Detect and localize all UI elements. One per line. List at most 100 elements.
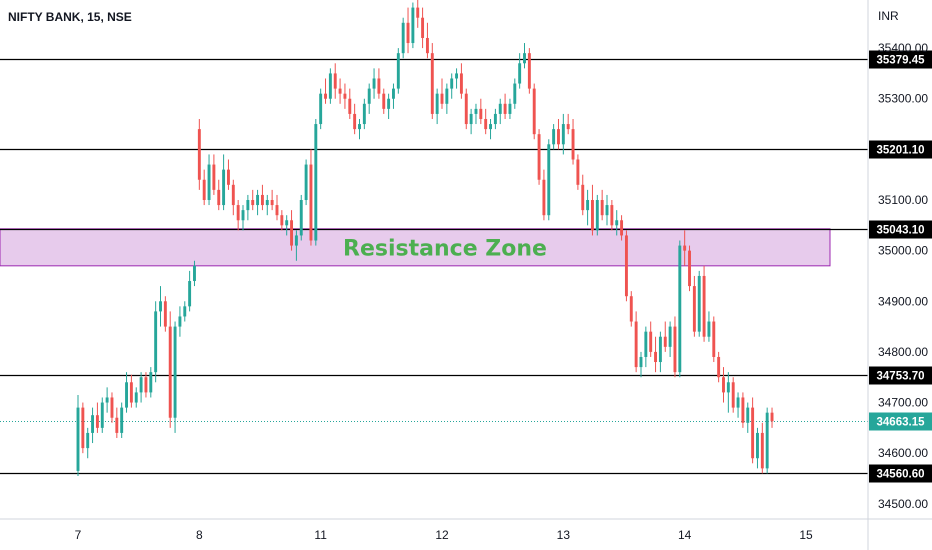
candle [251,189,255,211]
candle-body [595,200,599,231]
candle-body [343,93,347,99]
candle-body [425,37,429,54]
candle-body [129,382,133,403]
candle [620,215,624,241]
candle [527,48,531,94]
candle [421,7,425,49]
candle [290,210,294,251]
candle [678,240,682,378]
candle [120,402,124,438]
candle-body [445,88,449,104]
candle-body [479,108,483,119]
candle-body [367,88,371,104]
candle-body [421,17,425,38]
candle-body [513,83,517,104]
candle [503,93,507,119]
candle-body [765,412,769,469]
candle [343,83,347,109]
candle [440,78,444,109]
candle [265,194,269,216]
candle [537,129,541,185]
candle-body [644,331,648,357]
candle [692,275,696,337]
candle-body [668,326,672,347]
price-tick-label: 35300.00 [878,92,928,106]
candle-body [722,377,725,393]
candle [304,159,308,206]
candle-body [610,205,614,226]
candle [484,108,488,135]
time-tick-label: 13 [557,528,571,542]
time-tick-label: 15 [799,528,813,542]
candle-body [309,164,313,241]
candle [649,321,653,357]
candle-body [193,265,196,282]
candle [673,316,677,378]
candle-body [600,200,604,216]
candle-body [222,169,226,206]
candle-body [392,88,395,99]
candle [445,83,449,114]
candle [401,17,405,59]
price-axis[interactable]: 34500.00 34600.00 34700.00 34800.00 34900.00… [867,0,928,550]
candle [100,397,104,433]
candle [513,78,517,109]
candle-body [717,356,721,378]
horizontal-level-tag [869,50,932,69]
candle [139,372,143,403]
candle-body [726,382,730,393]
candle [173,321,177,433]
price-tick-label: 34600.00 [878,446,928,460]
candle-body [294,235,298,246]
candle-body [435,93,439,114]
candle-body [503,103,507,114]
resistance-zone: Resistance Zone [0,228,831,267]
horizontal-level-label: 35201.10 [877,145,925,157]
candle-body [95,415,99,428]
candle-body [590,200,594,231]
candle-body [629,296,633,322]
candle-body [615,220,619,226]
candle [707,311,711,342]
candle-body [115,417,119,433]
candle-body [159,301,162,312]
candle [576,154,580,190]
candle-body [697,275,701,332]
candle-body [493,113,497,125]
candle [624,230,628,302]
candle-body [692,286,696,332]
candle [236,200,240,231]
candle-body [91,415,95,433]
candle-body [508,103,512,114]
candle [688,245,691,292]
candle [717,351,721,383]
time-axis[interactable]: 7 8 11 12 13 14 15 [0,518,932,542]
candle [726,372,730,413]
candle-body [265,200,269,206]
candle [294,230,298,261]
candle [590,184,594,236]
candle-body [450,78,454,89]
candle-body [406,22,410,44]
candle [571,118,575,165]
candle [91,407,95,444]
candle [722,367,725,403]
candle-body [455,73,459,79]
candle [629,291,633,327]
candles [76,0,774,476]
price-tick-label: 34800.00 [878,345,928,359]
time-tick-label: 7 [75,528,82,542]
candle-body [731,382,735,408]
candle-body [212,164,216,190]
candle [270,189,274,211]
candle-body [440,93,444,104]
candle [168,311,172,428]
candle-body [688,250,691,287]
candle [76,394,80,476]
candle-body [673,326,677,373]
candle-body [469,113,473,125]
candle [348,88,352,119]
candle-body [144,377,148,393]
candle-body [207,164,211,201]
